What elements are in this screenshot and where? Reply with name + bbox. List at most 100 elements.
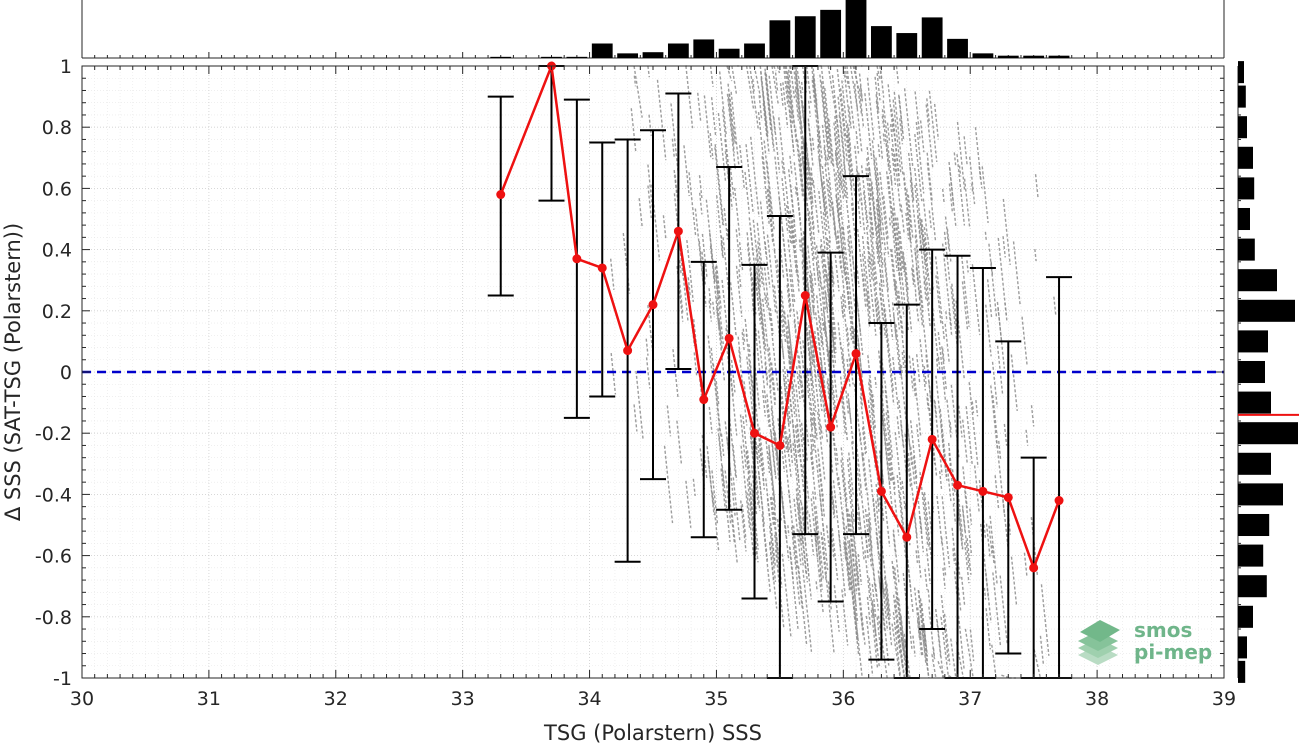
scatter-streak	[854, 433, 862, 488]
scatter-streak	[764, 362, 769, 388]
scatter-streak	[963, 178, 971, 227]
scatter-streak	[971, 401, 975, 414]
scatter-streak	[969, 629, 975, 662]
scatter-streak	[927, 236, 934, 291]
scatter-streak	[900, 423, 905, 449]
scatter-streak	[693, 352, 698, 377]
scatter-streak	[802, 569, 813, 652]
scatter-streak	[810, 65, 821, 138]
top-histogram-bar	[667, 43, 689, 58]
x-axis-label: TSG (Polarstern) SSS	[543, 721, 762, 745]
scatter-streak	[707, 335, 714, 380]
scatter-streak	[647, 185, 653, 219]
scatter-streak	[861, 253, 869, 306]
scatter-streak	[854, 309, 864, 389]
scatter-streak	[940, 595, 949, 662]
scatter-streak	[992, 395, 999, 440]
scatter-streak	[645, 357, 651, 389]
scatter-streak	[633, 404, 638, 432]
scatter-streak	[971, 183, 974, 194]
scatter-streak	[633, 75, 637, 87]
scatter-streak	[957, 615, 965, 669]
scatter-streak	[868, 183, 872, 201]
scatter-streak	[996, 301, 1006, 369]
scatter-streak	[871, 584, 877, 617]
scatter-streak	[1023, 552, 1028, 577]
scatter-streak	[919, 598, 930, 679]
scatter-streak	[750, 465, 755, 489]
scatter-streak	[715, 381, 720, 405]
scatter-streak	[699, 448, 706, 490]
scatter-streak	[789, 210, 796, 255]
scatter-streak	[875, 174, 879, 193]
scatter-streak	[931, 308, 940, 363]
scatter-streak	[730, 359, 736, 393]
scatter-streak	[1012, 241, 1021, 306]
scatter-streak	[991, 644, 997, 679]
scatter-streak	[1040, 584, 1050, 656]
scatter-streak	[827, 65, 838, 122]
scatter-streak	[855, 483, 860, 511]
scatter-streak	[820, 238, 827, 282]
scatter-streak	[806, 203, 817, 286]
scatter-streak	[892, 611, 902, 679]
scatter-streak	[840, 447, 848, 504]
scatter-streak	[827, 273, 833, 314]
scatter-streak	[922, 493, 931, 550]
scatter-streak	[768, 542, 775, 581]
scatter-streak	[937, 356, 941, 371]
scatter-streak	[688, 172, 697, 237]
scatter-streak	[745, 144, 754, 215]
scatter-streak	[709, 232, 716, 282]
scatter-streak	[716, 195, 725, 260]
scatter-streak	[867, 355, 877, 428]
scatter-streak	[904, 534, 914, 614]
scatter-streak	[820, 531, 827, 582]
scatter-streak	[760, 78, 770, 154]
scatter-streak	[743, 381, 747, 396]
right-histogram-bar	[1238, 391, 1271, 414]
scatter-streak	[724, 470, 732, 525]
scatter-streak	[990, 385, 998, 448]
scatter-streak	[758, 471, 765, 525]
scatter-streak	[935, 358, 939, 371]
scatter-streak	[865, 615, 874, 676]
scatter-streak	[836, 203, 847, 282]
scatter-streak	[831, 279, 835, 297]
scatter-streak	[934, 256, 945, 341]
scatter-streak	[899, 231, 905, 273]
scatter-streak	[799, 532, 805, 567]
scatter-streak	[855, 130, 860, 154]
scatter-streak	[847, 127, 852, 149]
scatter-streak	[716, 307, 726, 382]
scatter-streak	[948, 674, 954, 679]
scatter-streak	[795, 366, 801, 402]
scatter-streak	[710, 97, 717, 136]
scatter-streak	[900, 315, 904, 334]
scatter-streak	[875, 94, 879, 112]
scatter-streak	[610, 353, 617, 395]
scatter-streak	[885, 171, 891, 199]
scatter-streak	[726, 65, 733, 82]
scatter-streak	[733, 187, 741, 238]
scatter-streak	[805, 553, 812, 600]
scatter-streak	[750, 288, 758, 337]
mean-point	[927, 434, 937, 444]
scatter-streak	[708, 406, 713, 434]
scatter-streak	[730, 378, 738, 436]
scatter-streak	[764, 68, 772, 126]
scatter-streak	[768, 444, 777, 510]
scatter-streak	[883, 304, 887, 323]
mean-point	[902, 532, 912, 542]
scatter-streak	[791, 420, 802, 505]
top-histogram-bar	[1023, 55, 1045, 58]
scatter-streak	[745, 451, 755, 527]
scatter-streak	[768, 369, 772, 392]
scatter-streak	[774, 549, 785, 629]
scatter-streak	[843, 488, 850, 534]
scatter-streak	[720, 242, 724, 257]
scatter-streak	[766, 234, 777, 314]
scatter-streak	[730, 509, 738, 564]
scatter-streak	[837, 476, 842, 500]
scatter-streak	[991, 361, 998, 408]
